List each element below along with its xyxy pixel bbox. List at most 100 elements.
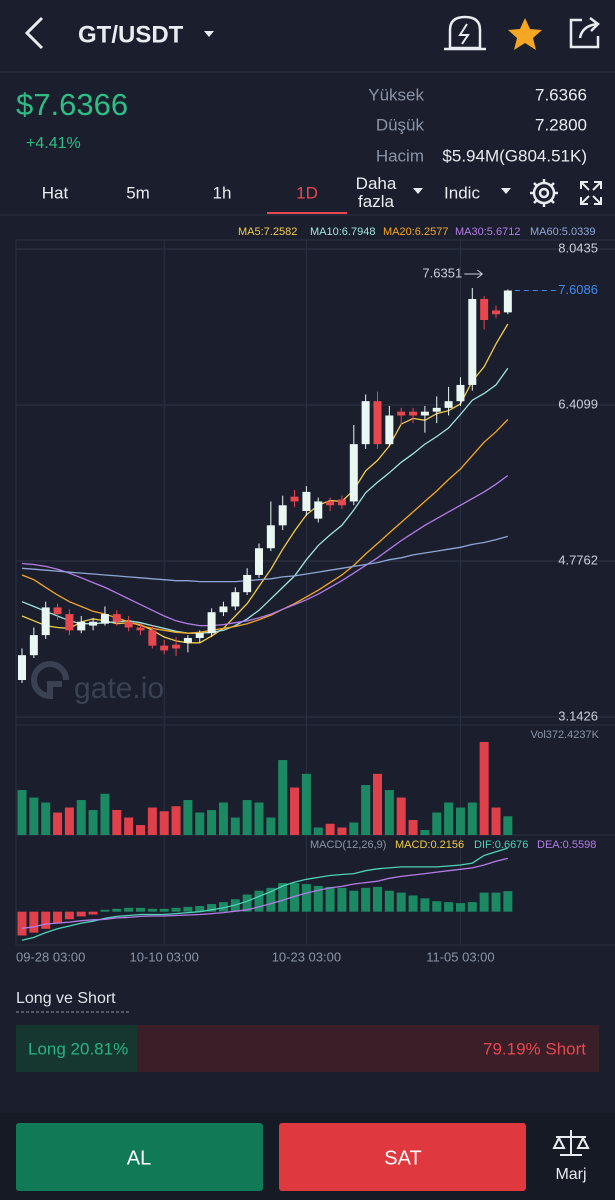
margin-icon[interactable] (552, 1130, 590, 1156)
candle-body (89, 621, 98, 626)
volume-bar (396, 797, 406, 835)
macd-histogram-bar (266, 887, 276, 912)
alert-icon[interactable] (444, 15, 486, 51)
ma-line (21, 535, 508, 583)
macd-histogram-bar (41, 911, 51, 929)
macd-histogram-bar (112, 908, 122, 912)
macd-histogram-bar (147, 908, 157, 912)
back-button[interactable] (24, 16, 44, 50)
volume-bar (136, 825, 145, 835)
macd-histogram-bar (136, 907, 145, 912)
candle-body (148, 630, 157, 646)
candle-body (219, 606, 228, 613)
candle-body (444, 401, 453, 408)
legend-entry: MA30:5.6712 (455, 226, 520, 238)
volume-bar (183, 800, 193, 835)
price-change: +4.41% (26, 135, 81, 152)
pair-dropdown[interactable] (204, 31, 214, 37)
candle-body (77, 621, 86, 631)
candle-body (326, 501, 335, 506)
macd-histogram-bar (408, 895, 418, 912)
sell-button[interactable] (279, 1123, 526, 1191)
margin-label[interactable]: Marj (555, 1166, 586, 1183)
macd-histogram-bar (503, 891, 513, 912)
legend-entry: MACD:0.2156 (395, 839, 464, 851)
volume-bar (361, 785, 371, 835)
volume-bar (479, 742, 489, 835)
candle-body (183, 637, 192, 643)
share-icon[interactable] (569, 17, 600, 49)
candle-body (349, 444, 358, 502)
macd-histogram-bar (337, 887, 347, 912)
sell-label[interactable]: SAT (384, 1147, 421, 1169)
volume-bar (159, 811, 169, 835)
volume-bar (195, 812, 205, 835)
tab-label[interactable]: 5m (126, 183, 150, 202)
tab-label[interactable]: Indic (444, 183, 480, 202)
tab[interactable]: Daha fazla (350, 175, 402, 215)
volume-bar (124, 817, 134, 835)
more-dropdown[interactable] (413, 188, 423, 194)
candle-body (456, 384, 465, 402)
ma-line (21, 419, 509, 634)
candle-body (124, 621, 133, 628)
volume-bar (41, 802, 51, 835)
tab-label[interactable]: Hat (42, 183, 69, 202)
candle-body (266, 525, 275, 549)
volume-bar (491, 807, 501, 835)
stat-label: Yüksek (368, 85, 424, 104)
macd-histogram-bar (53, 911, 63, 924)
tab-label[interactable]: 1D (296, 183, 318, 202)
pair-title[interactable]: GT/USDT (78, 21, 184, 48)
volume-bar (53, 812, 63, 835)
stat-label: Hacim (376, 146, 424, 165)
buy-button[interactable] (16, 1123, 263, 1191)
volume-bar (266, 817, 276, 835)
indicator-dropdown[interactable] (501, 188, 511, 194)
macd-histogram-bar (491, 892, 501, 912)
volume-bar (337, 827, 347, 835)
short-segment (137, 1025, 599, 1072)
fullscreen-icon[interactable] (580, 181, 602, 205)
volume-bar (230, 817, 240, 835)
buy-label[interactable]: AL (127, 1147, 151, 1169)
y-tick-label: 8.0435 (558, 240, 598, 255)
volume-bar (29, 797, 39, 835)
settings-icon[interactable] (530, 179, 558, 207)
macd-histogram-bar (444, 902, 454, 912)
volume-bar (242, 800, 252, 835)
chart-area: 8.0435 6.4099 4.7762 3.1426 09-28 03:00 10-10… (15, 226, 615, 964)
candle-body (361, 401, 370, 445)
macd-histogram-bar (325, 886, 335, 912)
candle-body (278, 505, 287, 526)
watermark: gate.io (74, 672, 164, 705)
volume-bar (147, 807, 157, 835)
macd-histogram-bar (432, 901, 442, 912)
volume-bar (207, 810, 217, 835)
volume-bar (278, 760, 288, 835)
tab-label[interactable]: 1h (213, 183, 232, 202)
candle-body (373, 401, 382, 445)
volume-bar (325, 823, 335, 835)
macd-histogram-bar (455, 903, 465, 912)
volume-bar (384, 790, 394, 835)
candle-body (314, 501, 323, 519)
candle-body (397, 411, 406, 416)
volume-bar (349, 822, 359, 835)
y-tick-label: 4.7762 (558, 552, 598, 567)
favorite-star[interactable] (508, 18, 542, 50)
high-marker: 7.6351 (422, 265, 462, 280)
volume-bar (408, 820, 418, 835)
candle-body (100, 614, 109, 624)
candle-body (231, 592, 240, 607)
volume-bar (76, 800, 86, 835)
interval-tabs: Hat 5m 1h 1D Daha fazla Indic (42, 175, 480, 215)
tab-label[interactable]: Daha fazla (355, 175, 397, 211)
macd-histogram-bar (384, 890, 394, 912)
candle-body (18, 655, 26, 681)
stat-label: Düşük (376, 115, 425, 134)
macd-histogram-bar (373, 886, 382, 912)
